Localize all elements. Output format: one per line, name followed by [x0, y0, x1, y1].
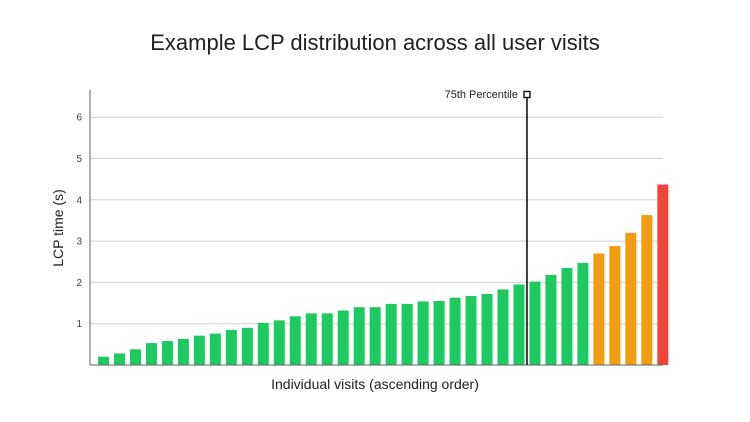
y-tick-label: 6 [76, 113, 82, 124]
bar [321, 313, 333, 365]
bar [449, 297, 461, 365]
percentile-label: 75th Percentile [445, 89, 518, 101]
bar [225, 329, 237, 365]
bar [369, 307, 381, 365]
bar [273, 320, 285, 365]
y-tick-labels: 1 2 3 4 5 6 [76, 113, 82, 331]
bar [641, 215, 653, 365]
bar [241, 327, 253, 365]
bar [385, 303, 397, 365]
axes [89, 90, 663, 366]
bar [481, 293, 493, 365]
bar [401, 303, 413, 365]
x-axis-label: Individual visits (ascending order) [271, 376, 479, 392]
bar [465, 296, 477, 365]
bar [497, 289, 509, 365]
chart-title: Example LCP distribution across all user… [150, 30, 600, 55]
bar [129, 349, 141, 365]
bar [337, 310, 349, 365]
y-tick-label: 2 [76, 278, 82, 289]
bar [529, 281, 541, 365]
bar [98, 356, 109, 365]
y-tick-label: 1 [76, 319, 82, 330]
bar [609, 246, 621, 365]
percentile-marker [523, 90, 531, 99]
bar [209, 333, 221, 365]
bars [98, 184, 669, 365]
y-tick-label: 5 [76, 154, 82, 165]
bar [593, 253, 605, 365]
bar [657, 184, 669, 365]
bar [177, 338, 189, 365]
bar [577, 262, 589, 365]
percentile-annotation: 75th Percentile [445, 89, 531, 365]
bar [417, 301, 429, 365]
y-tick-label: 3 [76, 237, 82, 248]
bar [513, 284, 525, 365]
bar [625, 232, 637, 365]
bar [145, 343, 157, 365]
grid-lines [90, 116, 663, 325]
y-tick-label: 4 [76, 195, 82, 206]
bar [433, 300, 445, 365]
bar [353, 307, 365, 365]
bar [545, 274, 557, 365]
bar [305, 313, 317, 365]
bar [161, 341, 173, 365]
bar [257, 322, 269, 365]
bar [193, 335, 205, 365]
bar [113, 353, 125, 365]
bar [289, 316, 301, 365]
bar [561, 267, 573, 365]
